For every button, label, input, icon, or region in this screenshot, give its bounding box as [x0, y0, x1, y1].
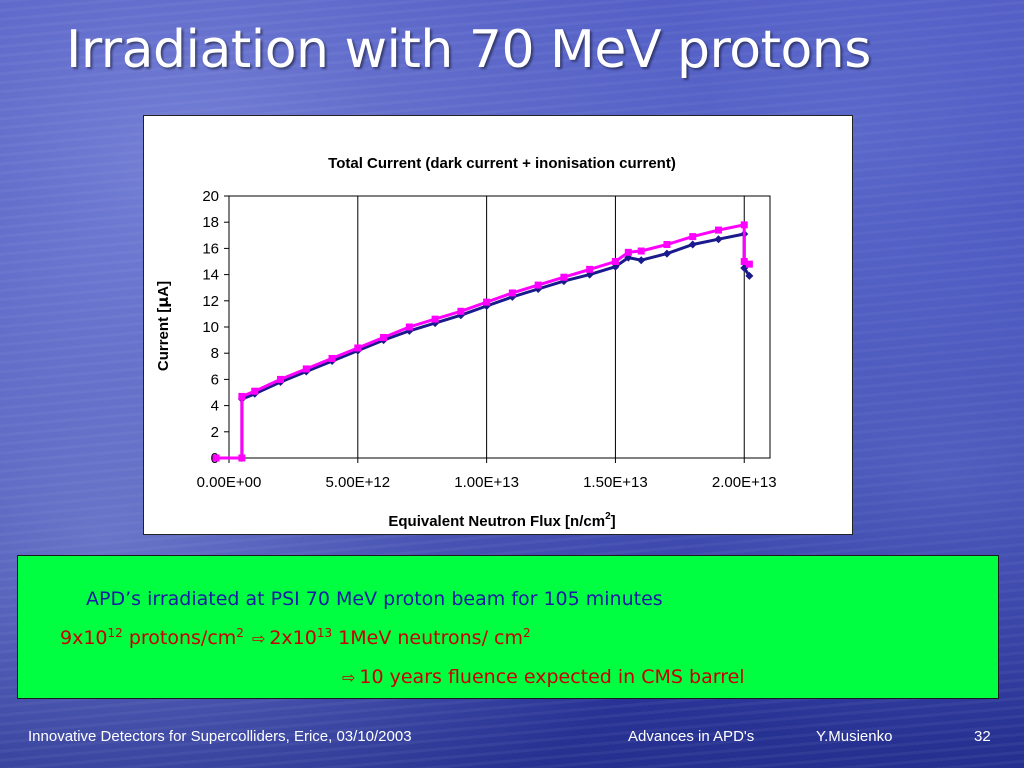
- y-axis-label: Current [μA]: [154, 281, 172, 371]
- series-1: [212, 229, 754, 462]
- chart-grid: [357, 196, 745, 458]
- x-tick-label: 0.00E+00: [197, 474, 262, 491]
- series-2: [212, 221, 753, 462]
- y-tick-label: 6: [211, 371, 219, 388]
- data-point: [277, 375, 285, 383]
- neutron-fluence-base: 2x10: [269, 627, 317, 649]
- y-axis-label-mu: μ: [154, 297, 172, 308]
- footer-author: Y.Musienko: [816, 728, 893, 745]
- summary-line-fluence: 9x1012 protons/cm2 ⇨ 2x1013 1MeV neutrons/…: [60, 626, 531, 649]
- y-tick-label: 2: [211, 424, 219, 441]
- data-point: [328, 354, 336, 362]
- y-axis: 02468101214161820: [202, 188, 229, 467]
- data-point: [405, 323, 413, 331]
- arrow-right-icon: ⇨: [251, 629, 266, 648]
- data-point: [745, 271, 754, 280]
- chart-title: Total Current (dark current + inonisatio…: [328, 155, 676, 172]
- y-tick-label: 18: [202, 214, 219, 231]
- series-line: [216, 232, 751, 460]
- data-point: [689, 233, 697, 241]
- y-axis-label-end: A]: [155, 281, 172, 297]
- data-point: [714, 235, 723, 244]
- y-tick-label: 10: [202, 319, 219, 336]
- data-point: [745, 260, 753, 268]
- slide-title: Irradiation with 70 MeV protons: [66, 20, 871, 80]
- summary-line-conclusion: ⇨ 10 years fluence expected in CMS barrel: [334, 666, 745, 688]
- data-point: [586, 265, 594, 273]
- x-tick-label: 1.00E+13: [454, 474, 519, 491]
- data-point: [534, 281, 542, 289]
- data-point: [482, 302, 491, 311]
- x-axis-label-main: Equivalent Neutron Flux [n/cm: [388, 513, 605, 530]
- y-tick-label: 20: [202, 188, 219, 205]
- current-vs-flux-chart: Total Current (dark current + inonisatio…: [154, 155, 777, 530]
- neutron-fluence-exp: 13: [316, 626, 333, 640]
- data-point: [212, 454, 220, 462]
- data-point: [380, 333, 388, 341]
- data-point: [431, 315, 439, 323]
- series-line: [216, 223, 751, 460]
- neutron-fluence-unit-exp: 2: [522, 626, 531, 640]
- x-axis-label-end: ]: [611, 513, 616, 530]
- data-point: [238, 392, 246, 400]
- plot-area: [228, 195, 771, 459]
- y-tick-label: 8: [211, 345, 219, 362]
- data-point: [251, 387, 259, 395]
- proton-fluence-exp: 12: [107, 626, 123, 640]
- data-point: [611, 258, 619, 265]
- y-axis-label-main: Current [: [155, 308, 172, 371]
- x-tick-label: 1.50E+13: [583, 474, 648, 491]
- proton-fluence-unit: protons/cm: [122, 627, 237, 649]
- data-point: [663, 240, 671, 248]
- footer-event: Innovative Detectors for Supercolliders,…: [28, 728, 412, 745]
- data-point: [354, 344, 362, 352]
- footer-talk-title: Advances in APD's: [628, 728, 755, 745]
- summary-line-irradiation: APD’s irradiated at PSI 70 MeV proton be…: [86, 588, 663, 610]
- y-tick-label: 12: [202, 293, 219, 310]
- data-point: [508, 289, 516, 297]
- data-point: [302, 365, 310, 373]
- x-axis-label-sup: 2: [605, 511, 611, 522]
- neutron-fluence-unit: 1MeV neutrons/ cm: [332, 627, 523, 649]
- series-layer: [212, 221, 754, 462]
- data-point: [483, 298, 491, 306]
- x-tick-label: 2.00E+13: [712, 474, 777, 491]
- data-point: [740, 221, 748, 229]
- summary-box: APD’s irradiated at PSI 70 MeV proton be…: [17, 555, 999, 699]
- x-axis-label: Equivalent Neutron Flux [n/cm2]: [388, 511, 615, 530]
- x-axis: 0.00E+00 5.00E+12 1.00E+13 1.50E+13 2.00E+13: [197, 458, 777, 491]
- data-point: [688, 240, 697, 249]
- data-point: [457, 307, 465, 315]
- y-tick-label: 16: [202, 240, 219, 257]
- conclusion-text: 10 years fluence expected in CMS barrel: [359, 666, 745, 688]
- chart-panel: Total Current (dark current + inonisatio…: [143, 115, 853, 535]
- y-tick-label: 4: [211, 398, 219, 415]
- data-point: [740, 264, 749, 273]
- y-tick-label: 14: [202, 267, 219, 284]
- x-tick-label: 5.00E+12: [325, 474, 390, 491]
- arrow-right-icon: ⇨: [342, 668, 356, 687]
- data-point: [714, 226, 722, 234]
- data-point: [637, 247, 645, 255]
- data-point: [560, 273, 568, 281]
- data-point: [662, 249, 671, 258]
- data-point: [624, 248, 632, 256]
- data-point: [238, 454, 246, 462]
- data-point: [740, 258, 748, 265]
- footer-page-number: 32: [974, 728, 991, 745]
- proton-fluence-unit-exp: 2: [236, 626, 244, 640]
- proton-fluence-base: 9x10: [60, 627, 108, 649]
- data-point: [637, 256, 646, 265]
